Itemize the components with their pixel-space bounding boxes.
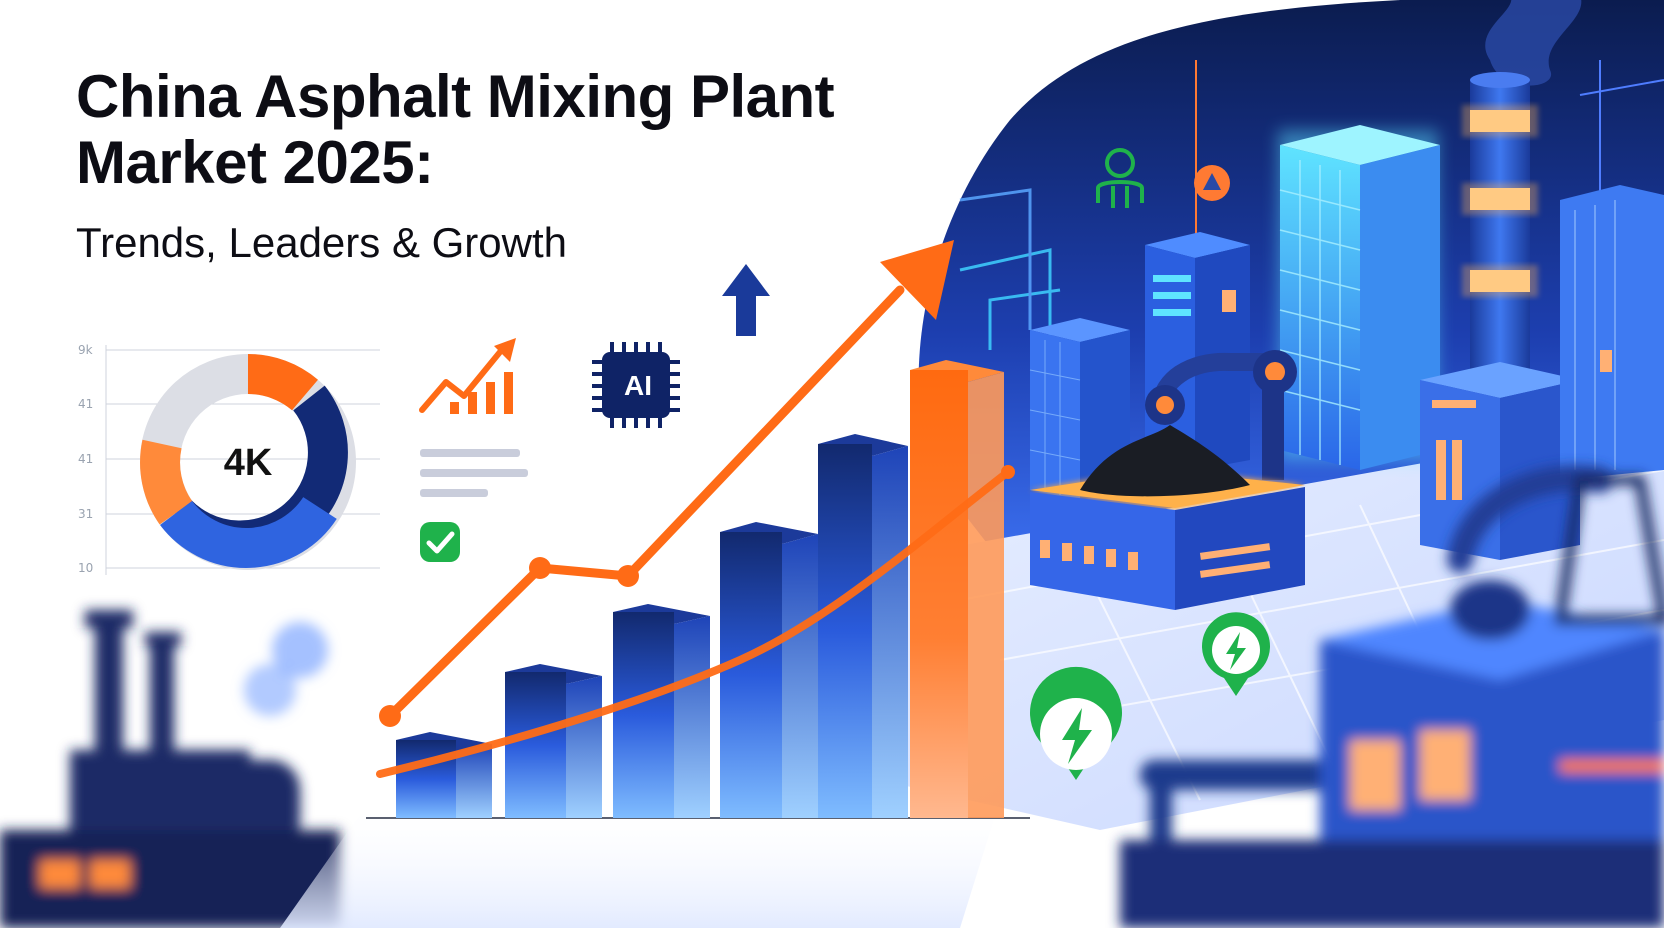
up-arrow-icon — [722, 264, 770, 336]
axis-tick: 31 — [78, 507, 94, 521]
axis-tick: 10 — [78, 561, 94, 575]
page-subtitle: Trends, Leaders & Growth — [76, 219, 567, 266]
donut-center-label: 4K — [223, 442, 273, 484]
axis-tick: 41 — [78, 452, 94, 466]
alert-pin-icon — [1194, 165, 1230, 201]
ai-chip-label: AI — [624, 370, 652, 401]
ai-chip-icon — [592, 342, 680, 428]
chimney — [1462, 0, 1582, 370]
text-placeholder-lines — [420, 449, 528, 497]
asphalt-mixing-unit — [1030, 350, 1305, 610]
foreground-plant-blurred — [1120, 465, 1664, 928]
axis-tick: 9k — [78, 343, 93, 357]
bar-5 — [818, 434, 908, 818]
growth-arrow — [379, 240, 954, 727]
bar-1 — [396, 732, 492, 818]
trend-line-lower — [376, 468, 1012, 778]
bar-2 — [505, 664, 602, 818]
lightning-pin-icon — [1030, 666, 1122, 780]
bar-chart — [396, 360, 1004, 818]
bar-6-highlight — [910, 360, 1004, 818]
factory-block — [1420, 362, 1580, 560]
axis-tick: 41 — [78, 397, 94, 411]
trend-chart-icon — [419, 338, 516, 414]
donut-segment-blue — [160, 496, 337, 568]
bar-3 — [613, 604, 710, 818]
lightning-pin-small-icon — [1202, 612, 1271, 696]
right-buildings — [1560, 185, 1664, 480]
page-title: China Asphalt Mixing Plant Market 2025: — [76, 63, 835, 196]
person-network-icon — [1096, 148, 1144, 208]
check-badge-icon — [420, 522, 460, 562]
bar-4 — [720, 522, 818, 818]
foreground-factory-blurred — [0, 610, 340, 928]
glowing-tower — [1278, 125, 1440, 470]
